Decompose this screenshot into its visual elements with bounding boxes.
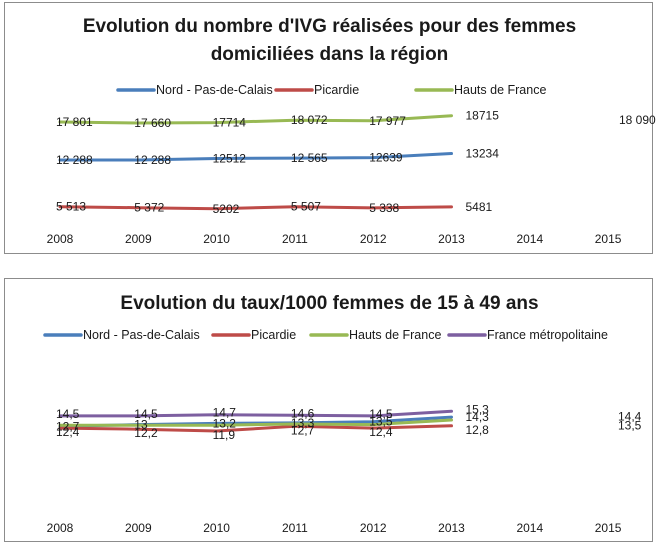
data-label-france-metropolitaine: 14,5 bbox=[56, 407, 80, 421]
series-line-hauts-de-france bbox=[58, 114, 453, 125]
data-label-picardie: 12,2 bbox=[134, 426, 158, 440]
data-label-picardie: 5 513 bbox=[56, 200, 86, 214]
data-label-nord-pas-de-calais: 13,3 bbox=[291, 416, 315, 430]
data-label-france-metropolitaine: 14,7 bbox=[213, 406, 237, 420]
data-label-nord-pas-de-calais: 12639 bbox=[369, 151, 403, 165]
x-tick-label: 2013 bbox=[438, 521, 465, 535]
legend-label-france-metropolitaine: France métropolitaine bbox=[487, 328, 608, 342]
x-tick-label: 2012 bbox=[360, 521, 387, 535]
x-tick-label: 2008 bbox=[47, 232, 74, 246]
data-label-picardie: 5 372 bbox=[134, 201, 164, 215]
series-line-hauts-de-france bbox=[58, 418, 453, 427]
data-label-picardie: 12,7 bbox=[291, 423, 315, 437]
chart-title-line: domiciliées dans la région bbox=[211, 44, 449, 65]
data-label-picardie: 11,9 bbox=[213, 428, 236, 442]
annotation-value: 18 090 bbox=[619, 113, 656, 127]
data-label-nord-pas-de-calais: 14,3 bbox=[466, 410, 490, 424]
data-label-nord-pas-de-calais: 12,7 bbox=[56, 419, 80, 433]
x-tick-label: 2009 bbox=[125, 232, 152, 246]
data-label-nord-pas-de-calais: 12 565 bbox=[291, 151, 328, 165]
x-tick-label: 2014 bbox=[516, 232, 543, 246]
legend-label-picardie: Picardie bbox=[314, 83, 359, 97]
chart-panel-ivg-rate: Evolution du taux/1000 femmes de 15 à 49… bbox=[4, 278, 653, 542]
x-tick-label: 2015 bbox=[595, 232, 622, 246]
x-tick-label: 2008 bbox=[47, 521, 74, 535]
data-label-hauts-de-france: 17 660 bbox=[134, 116, 171, 130]
ivg-count-chart: Evolution du nombre d'IVG réalisées pour… bbox=[47, 16, 656, 246]
legend-label-hauts-de-france: Hauts de France bbox=[349, 328, 441, 342]
x-tick-label: 2010 bbox=[203, 232, 230, 246]
chart-title-line: Evolution du nombre d'IVG réalisées pour… bbox=[83, 16, 576, 37]
chart-panel-ivg-count: Evolution du nombre d'IVG réalisées pour… bbox=[4, 2, 656, 254]
data-label-nord-pas-de-calais: 13 bbox=[134, 418, 148, 432]
data-label-picardie: 5 507 bbox=[291, 200, 321, 214]
series-line-nord-pas-de-calais bbox=[58, 152, 453, 162]
annotation-value: 13,5 bbox=[618, 419, 642, 433]
ivg-rate-chart: Evolution du taux/1000 femmes de 15 à 49… bbox=[43, 293, 642, 535]
data-label-hauts-de-france: 18715 bbox=[466, 109, 500, 123]
data-label-picardie: 5 338 bbox=[369, 201, 399, 215]
data-label-picardie: 12,4 bbox=[56, 425, 80, 439]
legend-label-nord-pas-de-calais: Nord - Pas-de-Calais bbox=[83, 328, 200, 342]
data-label-hauts-de-france: 18 072 bbox=[291, 113, 328, 127]
data-label-france-metropolitaine: 14,5 bbox=[369, 407, 393, 421]
data-label-nord-pas-de-calais: 13234 bbox=[466, 146, 500, 160]
data-label-picardie: 12,4 bbox=[369, 425, 393, 439]
x-tick-label: 2014 bbox=[516, 521, 543, 535]
data-label-france-metropolitaine: 14,5 bbox=[134, 407, 158, 421]
data-label-picardie: 5202 bbox=[213, 202, 240, 216]
series-line-france-metropolitaine bbox=[58, 409, 453, 418]
data-label-picardie: 12,8 bbox=[466, 423, 490, 437]
data-label-picardie: 5481 bbox=[466, 200, 493, 214]
x-tick-label: 2010 bbox=[203, 521, 230, 535]
data-label-nord-pas-de-calais: 13,5 bbox=[369, 415, 393, 429]
data-label-france-metropolitaine: 15,3 bbox=[466, 402, 490, 416]
x-tick-label: 2011 bbox=[282, 232, 308, 246]
data-label-hauts-de-france: 17 801 bbox=[56, 115, 93, 129]
legend-label-picardie: Picardie bbox=[251, 328, 296, 342]
x-tick-label: 2015 bbox=[595, 521, 622, 535]
legend-label-hauts-de-france: Hauts de France bbox=[454, 83, 546, 97]
x-tick-label: 2012 bbox=[360, 232, 387, 246]
x-tick-label: 2009 bbox=[125, 521, 152, 535]
data-label-nord-pas-de-calais: 13,2 bbox=[213, 416, 237, 430]
data-label-hauts-de-france: 17714 bbox=[213, 116, 247, 130]
data-label-nord-pas-de-calais: 12512 bbox=[213, 151, 247, 165]
x-tick-label: 2013 bbox=[438, 232, 465, 246]
data-label-nord-pas-de-calais: 12 288 bbox=[134, 153, 171, 167]
series-line-picardie bbox=[58, 424, 453, 433]
legend-label-nord-pas-de-calais: Nord - Pas-de-Calais bbox=[156, 83, 273, 97]
data-label-france-metropolitaine: 14,6 bbox=[291, 406, 315, 420]
data-label-hauts-de-france: 17 977 bbox=[369, 114, 406, 128]
annotation-value: 14,4 bbox=[618, 409, 642, 423]
series-line-picardie bbox=[58, 205, 453, 211]
data-label-nord-pas-de-calais: 12 288 bbox=[56, 153, 93, 167]
chart-title-line: Evolution du taux/1000 femmes de 15 à 49… bbox=[120, 293, 538, 314]
x-tick-label: 2011 bbox=[282, 521, 308, 535]
